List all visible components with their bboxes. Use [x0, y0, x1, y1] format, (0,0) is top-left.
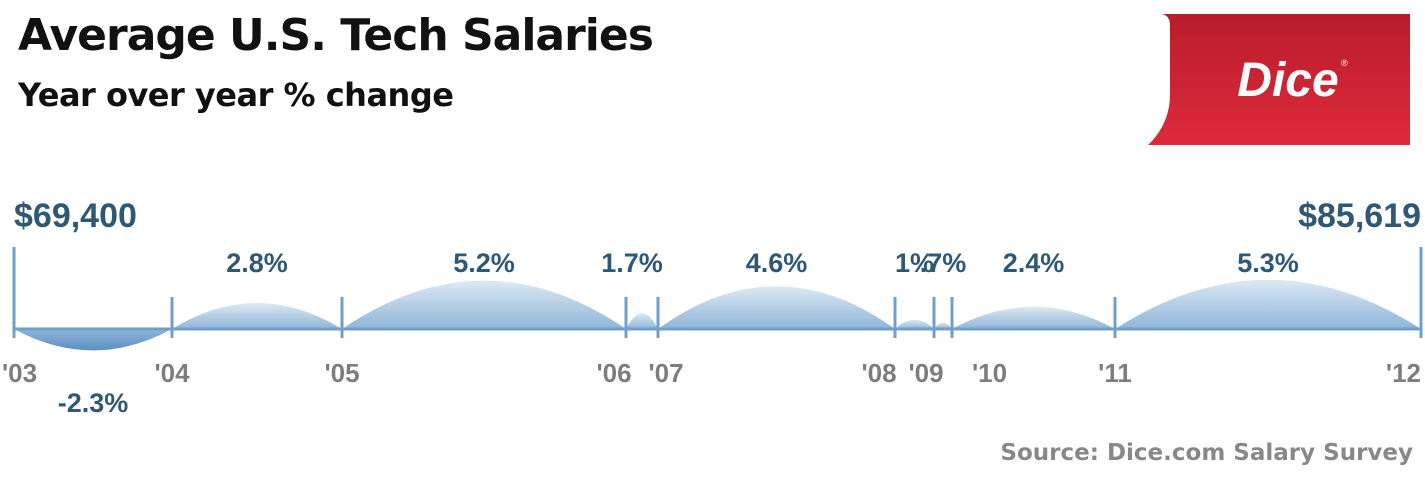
year-label-5: '08 [861, 358, 896, 388]
year-label-8: '11 [1098, 358, 1132, 388]
year-label-1: '04 [154, 358, 190, 388]
segment-area-5 [895, 319, 934, 329]
segment-area-8 [1115, 279, 1421, 329]
segment-area-3 [626, 313, 658, 329]
segment-area-7 [952, 306, 1115, 329]
change-label-1: 2.8% [226, 248, 288, 278]
area-segments [14, 279, 1421, 351]
data-labels: '03 '04 '05 '06 '07 '08 '09 '10 '11 '12 -2.3% 2.8% 5… [2, 248, 1421, 418]
salary-chart: '03 '04 '05 '06 '07 '08 '09 '10 '11 '12 -2.3% 2.8% 5… [2, 197, 1423, 418]
segment-area-0 [14, 329, 172, 351]
year-label-9: '12 [1386, 358, 1421, 388]
year-label-4: '07 [648, 358, 683, 388]
change-label-2: 5.2% [453, 248, 515, 278]
change-label-0: -2.3% [58, 388, 129, 418]
dice-logo: Dice ® [1148, 14, 1410, 145]
year-label-6: '09 [908, 358, 943, 388]
year-label-2: '05 [324, 358, 359, 388]
source-note: Source: Dice.com Salary Survey [1000, 440, 1413, 466]
x-axis-ticks [12, 247, 1423, 338]
logo-wordmark: Dice [1237, 54, 1338, 107]
year-label-7: '10 [972, 358, 1007, 388]
year-label-0: '03 [2, 358, 37, 388]
chart-title: Average U.S. Tech Salaries [18, 10, 654, 61]
change-label-6: .7% [920, 248, 967, 278]
start-salary-label: $69,400 [14, 197, 137, 235]
change-label-3: 1.7% [601, 248, 663, 278]
segment-area-1 [172, 302, 342, 329]
svg-text:®: ® [1341, 58, 1348, 68]
segment-area-2 [342, 280, 626, 329]
segment-area-4 [658, 286, 895, 329]
year-label-3: '06 [596, 358, 631, 388]
change-label-5: 1% [895, 248, 934, 278]
end-salary-label: $85,619 [1298, 197, 1421, 235]
change-label-7: 2.4% [1003, 248, 1065, 278]
change-label-4: 4.6% [746, 248, 808, 278]
chart-subtitle: Year over year % change [18, 76, 454, 114]
change-label-8: 5.3% [1237, 248, 1299, 278]
segment-area-6 [934, 322, 952, 329]
